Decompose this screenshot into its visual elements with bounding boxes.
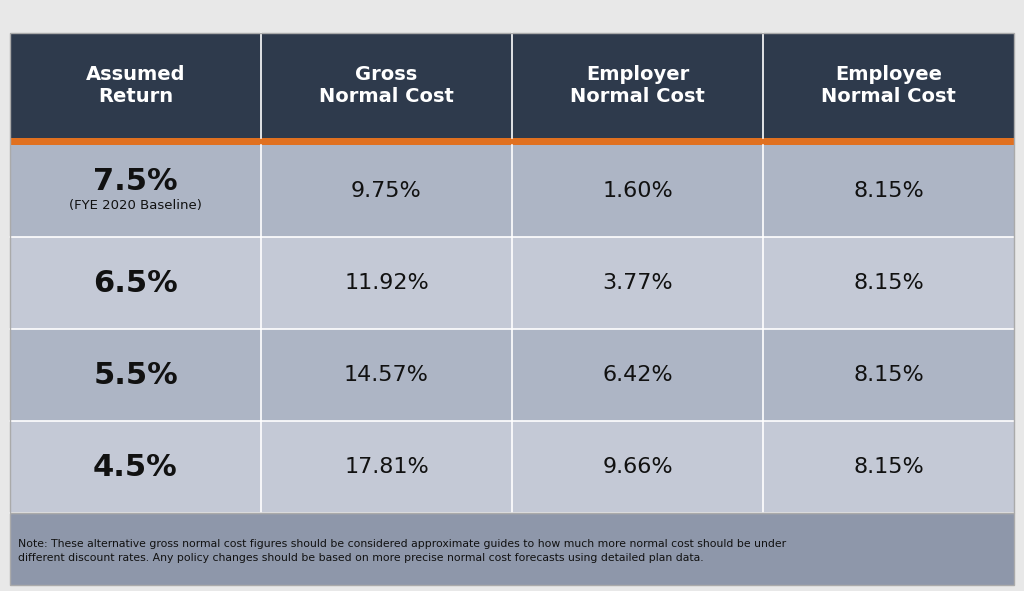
Bar: [10, 421, 1014, 513]
Bar: [10, 513, 1014, 585]
Text: 14.57%: 14.57%: [344, 365, 429, 385]
Text: Note: These alternative gross normal cost figures should be considered approxima: Note: These alternative gross normal cos…: [18, 539, 786, 549]
Text: Employer
Normal Cost: Employer Normal Cost: [570, 65, 705, 106]
Bar: [10, 237, 1014, 329]
Text: 17.81%: 17.81%: [344, 457, 429, 477]
Text: 8.15%: 8.15%: [853, 365, 924, 385]
Bar: [10, 33, 1014, 513]
Bar: [10, 33, 1014, 138]
Text: 6.42%: 6.42%: [602, 365, 673, 385]
Bar: [10, 138, 1014, 145]
Text: different discount rates. Any policy changes should be based on more precise nor: different discount rates. Any policy cha…: [18, 553, 703, 563]
Bar: [10, 513, 1014, 585]
Text: 5.5%: 5.5%: [93, 361, 178, 389]
Text: 7.5%: 7.5%: [93, 167, 178, 196]
Bar: [10, 145, 1014, 237]
Text: Employee
Normal Cost: Employee Normal Cost: [821, 65, 956, 106]
Text: 9.66%: 9.66%: [602, 457, 673, 477]
Text: 9.75%: 9.75%: [351, 181, 422, 201]
Bar: [10, 329, 1014, 421]
Text: 4.5%: 4.5%: [93, 453, 178, 482]
Text: 3.77%: 3.77%: [602, 273, 673, 293]
Text: Gross
Normal Cost: Gross Normal Cost: [319, 65, 454, 106]
Text: 8.15%: 8.15%: [853, 457, 924, 477]
Text: 11.92%: 11.92%: [344, 273, 429, 293]
Text: 8.15%: 8.15%: [853, 181, 924, 201]
Text: 8.15%: 8.15%: [853, 273, 924, 293]
Text: 1.60%: 1.60%: [602, 181, 673, 201]
Text: (FYE 2020 Baseline): (FYE 2020 Baseline): [69, 199, 202, 212]
Text: 6.5%: 6.5%: [93, 268, 178, 297]
Text: Assumed
Return: Assumed Return: [86, 65, 185, 106]
